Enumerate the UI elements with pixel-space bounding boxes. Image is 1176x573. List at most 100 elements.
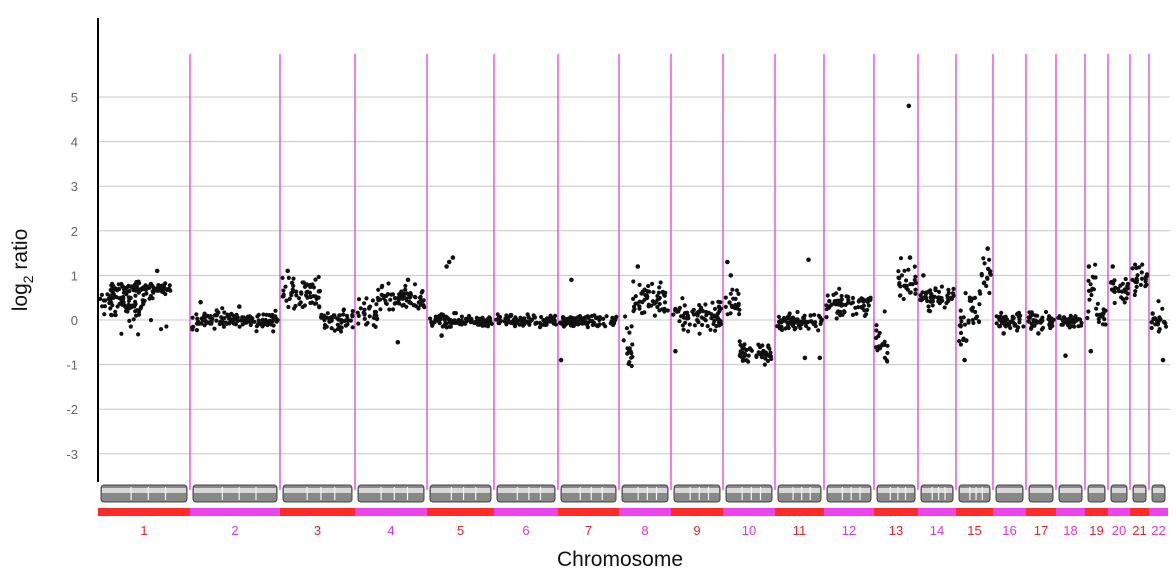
data-point (198, 299, 203, 305)
data-point (437, 313, 442, 318)
chromosome-ideogram (1132, 484, 1147, 503)
data-point (119, 331, 124, 336)
data-point (229, 318, 234, 323)
y-tick-label: 2 (71, 224, 78, 239)
data-point (779, 327, 785, 333)
data-point (1061, 315, 1067, 320)
data-point (581, 319, 586, 324)
data-point (254, 324, 259, 329)
chromosome-label: 15 (967, 523, 981, 538)
chromosome-label: 3 (314, 523, 321, 538)
data-point (631, 279, 636, 284)
data-point (1087, 297, 1092, 302)
data-point (1137, 265, 1142, 270)
data-point (1130, 266, 1135, 271)
data-point (131, 286, 137, 291)
data-point (439, 333, 444, 338)
data-point (706, 310, 712, 315)
data-point (874, 345, 879, 350)
data-point (697, 331, 702, 336)
data-point (525, 320, 531, 325)
data-point (749, 348, 755, 353)
data-point (389, 292, 394, 297)
data-point (997, 317, 1002, 322)
data-point (926, 304, 931, 309)
data-point (759, 350, 765, 355)
data-point (1093, 275, 1098, 280)
data-point (364, 296, 369, 301)
data-point (644, 293, 649, 298)
ideogram-highlight (1134, 488, 1145, 493)
data-point (913, 274, 918, 279)
data-point (314, 301, 319, 306)
data-point (1060, 322, 1065, 327)
data-point (212, 313, 217, 318)
data-point (614, 314, 619, 319)
data-point (984, 283, 989, 289)
chromosome-band-segment (671, 508, 723, 516)
data-point (939, 284, 945, 289)
data-point (100, 304, 105, 309)
data-point (529, 318, 534, 323)
data-point (685, 313, 691, 318)
data-point (624, 326, 630, 331)
data-point (673, 308, 678, 313)
data-point (271, 323, 276, 328)
data-point (677, 319, 682, 324)
data-point (341, 312, 346, 317)
data-point (959, 319, 964, 324)
data-point (552, 319, 557, 324)
x-axis-title: Chromosome (557, 548, 683, 571)
data-point (136, 312, 142, 317)
data-point (733, 302, 738, 308)
chromosome-ideogram (100, 484, 188, 503)
data-point (286, 275, 291, 280)
data-point (1001, 315, 1006, 320)
data-point (474, 315, 479, 320)
data-point (358, 306, 363, 311)
data-point (249, 319, 254, 324)
data-point (791, 316, 796, 321)
chromosome-band-segment (775, 508, 824, 516)
data-point (1149, 325, 1154, 331)
data-point (522, 322, 527, 327)
chromosome-labels: 1 2 3 4 5 6 7 8 9 10 11 12 13 14 15 16 17 18 19 20 21 22 (140, 523, 1165, 538)
data-point (496, 315, 501, 320)
data-point (1004, 317, 1010, 322)
data-point (1071, 320, 1076, 325)
data-point (977, 302, 982, 307)
data-point (372, 309, 377, 314)
data-point (824, 307, 829, 312)
data-point (898, 293, 903, 298)
data-point (709, 316, 714, 321)
data-point (1103, 322, 1108, 327)
ideogram-highlight (922, 488, 952, 493)
data-point (612, 318, 618, 323)
data-point (1096, 316, 1101, 321)
ideogram-highlight (1153, 488, 1164, 493)
data-point (713, 328, 718, 333)
data-point (597, 322, 602, 327)
data-point (1120, 281, 1125, 286)
data-point (802, 355, 808, 361)
data-point (533, 321, 538, 326)
data-point (350, 309, 355, 314)
data-point (884, 358, 889, 363)
data-point (335, 316, 340, 321)
data-point (835, 310, 840, 315)
data-point (563, 318, 569, 323)
data-point (149, 283, 154, 288)
data-point (717, 305, 722, 310)
data-point (260, 321, 265, 326)
data-point (951, 293, 956, 298)
data-point (362, 312, 367, 317)
data-point (1017, 317, 1022, 322)
chromosome-band-segment (956, 508, 993, 516)
data-point (113, 309, 118, 314)
data-point (854, 311, 859, 316)
y-axis-title: log2 ratio (9, 229, 36, 312)
y-tick-label: 3 (71, 179, 78, 194)
data-point (284, 298, 289, 303)
data-point (158, 284, 164, 289)
data-point (629, 363, 634, 369)
